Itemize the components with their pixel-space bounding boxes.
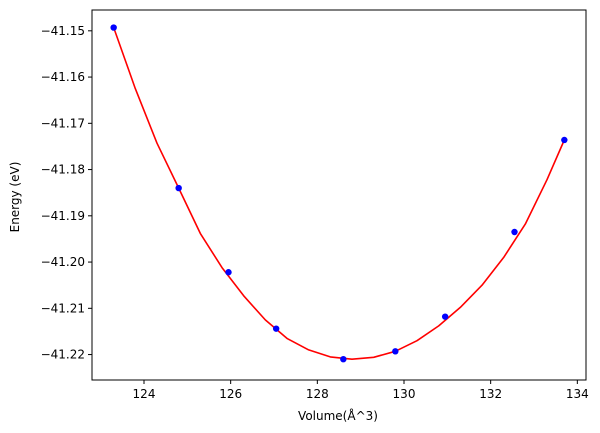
y-tick-label: −41.17 xyxy=(41,116,85,130)
y-tick-label: −41.19 xyxy=(41,209,85,223)
data-point xyxy=(441,313,449,320)
x-tick-label: 124 xyxy=(133,387,156,401)
x-axis: 124 126 128 130 132 134 xyxy=(133,380,589,401)
data-point xyxy=(110,24,117,31)
y-tick-label: −41.21 xyxy=(41,301,85,315)
x-tick-label: 128 xyxy=(306,387,329,401)
plot-border xyxy=(91,9,587,381)
plot-area xyxy=(91,9,587,381)
y-tick-label: −41.18 xyxy=(41,163,85,177)
x-tick-label: 126 xyxy=(219,387,242,401)
data-point xyxy=(225,269,232,276)
data-point xyxy=(175,184,182,192)
y-tick-label: −41.22 xyxy=(41,348,85,362)
x-tick-label: 134 xyxy=(566,387,589,401)
y-tick-label: −41.15 xyxy=(41,24,85,38)
x-tick-label: 132 xyxy=(479,387,502,401)
x-tick-label: 130 xyxy=(393,387,416,401)
data-point xyxy=(392,348,399,355)
y-axis-label: Energy (eV) xyxy=(8,162,22,233)
y-tick-label: −41.20 xyxy=(41,255,85,269)
series-layer xyxy=(110,24,568,363)
x-axis-label: Volume(Å^3) xyxy=(298,408,378,423)
y-tick-label: −41.16 xyxy=(41,70,85,84)
y-axis: −41.15 −41.16 −41.17 −41.18 −41.19 −41.20 −41.… xyxy=(41,24,92,362)
data-point xyxy=(272,325,280,332)
data-point xyxy=(340,355,347,363)
fit-curve xyxy=(112,27,566,361)
data-point xyxy=(511,228,518,236)
data-point xyxy=(561,136,568,144)
